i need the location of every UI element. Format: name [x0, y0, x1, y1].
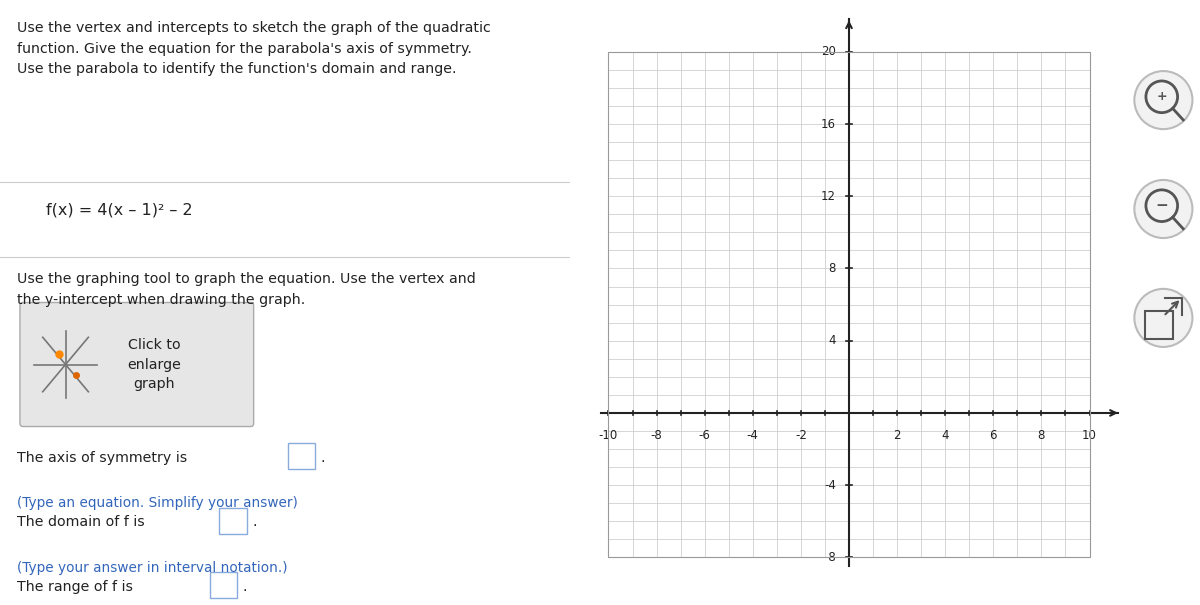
Text: -6: -6	[698, 429, 710, 442]
Text: (Type your answer in interval notation.): (Type your answer in interval notation.)	[17, 561, 288, 575]
Text: -10: -10	[599, 429, 618, 442]
Text: -8: -8	[650, 429, 662, 442]
FancyBboxPatch shape	[210, 572, 238, 598]
Text: The axis of symmetry is: The axis of symmetry is	[17, 451, 192, 465]
Text: .: .	[242, 580, 247, 594]
Text: -4: -4	[746, 429, 758, 442]
Text: -8: -8	[824, 551, 835, 564]
Text: The domain of f is: The domain of f is	[17, 515, 149, 529]
Text: .: .	[252, 515, 257, 529]
Text: Click to
enlarge
graph: Click to enlarge graph	[127, 338, 181, 391]
Text: −: −	[1156, 198, 1168, 213]
Circle shape	[1134, 180, 1193, 238]
FancyBboxPatch shape	[20, 302, 253, 427]
Circle shape	[1134, 71, 1193, 129]
Text: 2: 2	[893, 429, 901, 442]
Text: (Type an equation. Simplify your answer): (Type an equation. Simplify your answer)	[17, 496, 298, 510]
Text: -2: -2	[794, 429, 806, 442]
Text: Use the vertex and intercepts to sketch the graph of the quadratic
function. Giv: Use the vertex and intercepts to sketch …	[17, 21, 491, 76]
Text: 8: 8	[1038, 429, 1045, 442]
Text: 20: 20	[821, 45, 835, 58]
Text: f(x) = 4(x – 1)² – 2: f(x) = 4(x – 1)² – 2	[46, 203, 192, 218]
Text: Use the graphing tool to graph the equation. Use the vertex and
the y-intercept : Use the graphing tool to graph the equat…	[17, 272, 476, 307]
Text: -4: -4	[824, 479, 835, 492]
Text: +: +	[1157, 90, 1168, 103]
Bar	[608, 52, 1090, 557]
Bar	[1145, 312, 1174, 339]
Circle shape	[1134, 289, 1193, 347]
Text: 16: 16	[821, 117, 835, 131]
Text: 4: 4	[942, 429, 949, 442]
FancyBboxPatch shape	[220, 508, 247, 534]
Text: 12: 12	[821, 190, 835, 203]
Text: .: .	[320, 451, 325, 465]
Text: 8: 8	[828, 262, 835, 275]
FancyBboxPatch shape	[288, 443, 316, 469]
Text: 4: 4	[828, 334, 835, 347]
Text: 10: 10	[1082, 429, 1097, 442]
Text: The range of f is: The range of f is	[17, 580, 138, 594]
Text: 6: 6	[990, 429, 997, 442]
